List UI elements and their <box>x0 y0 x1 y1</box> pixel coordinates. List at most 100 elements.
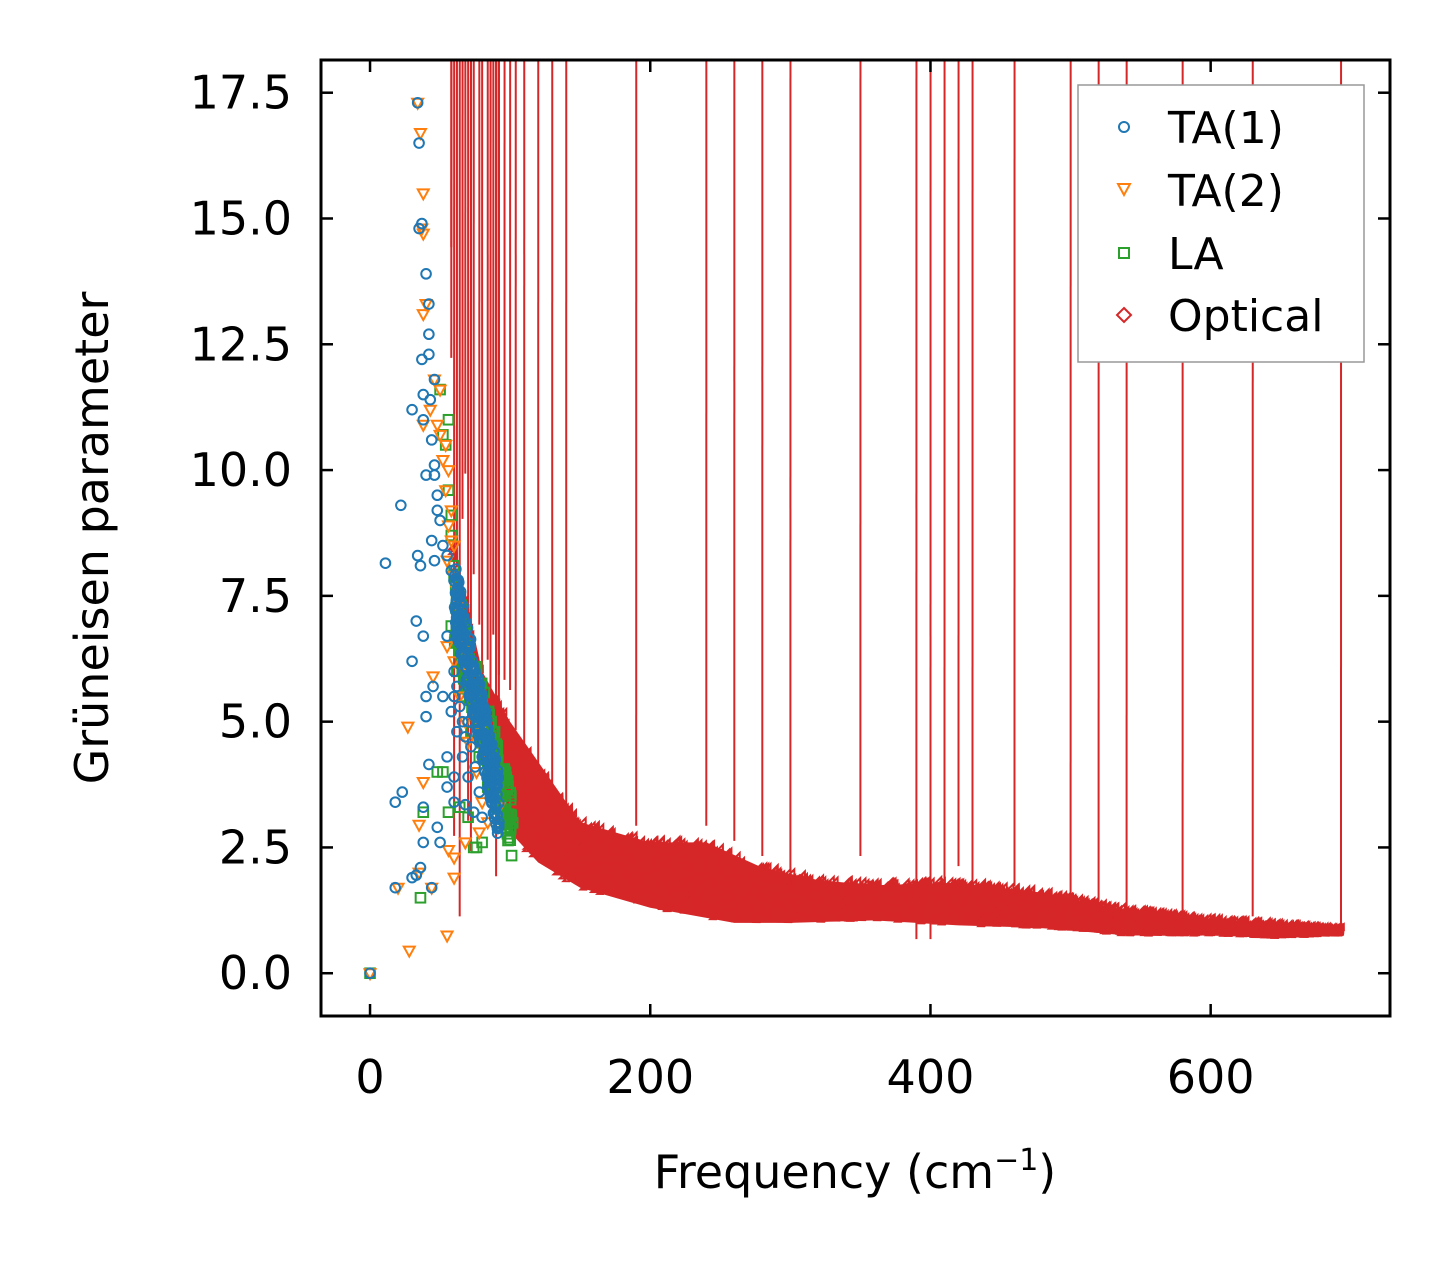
legend-marker-optical <box>1115 306 1133 324</box>
ta1-point <box>487 791 500 803</box>
ta1-point <box>476 811 488 824</box>
optical-point <box>581 852 592 863</box>
optical-point <box>676 850 687 861</box>
optical-point <box>580 836 590 846</box>
optical-point <box>697 849 707 859</box>
optical-point <box>902 891 912 901</box>
optical-point <box>701 868 711 879</box>
optical-point <box>530 773 540 783</box>
optical-point <box>575 843 585 854</box>
ta1-point <box>445 705 458 718</box>
optical-point <box>747 878 757 888</box>
optical-point <box>645 851 655 861</box>
optical-point <box>954 897 965 907</box>
optical-point <box>703 898 714 908</box>
optical-point <box>1315 925 1325 936</box>
optical-point <box>599 880 610 890</box>
ta2-point <box>416 777 431 791</box>
ta1-point <box>395 499 407 512</box>
ta1-point <box>413 137 425 149</box>
ta2-point <box>413 127 428 142</box>
optical-point <box>816 913 826 923</box>
ta1-point <box>462 715 474 728</box>
optical-point <box>783 911 793 922</box>
optical-point <box>735 855 746 866</box>
optical-point <box>521 842 531 853</box>
ta2-point <box>416 188 431 202</box>
optical-point <box>606 846 616 856</box>
optical-point <box>1116 923 1126 934</box>
optical-point <box>1190 926 1201 937</box>
optical-point <box>971 904 981 915</box>
optical-point <box>1102 921 1113 931</box>
optical-point <box>1124 904 1134 915</box>
optical-point <box>1024 908 1035 919</box>
optical-point <box>663 871 674 881</box>
optical-point <box>513 794 523 805</box>
optical-point <box>985 882 995 892</box>
optical-point <box>989 895 999 905</box>
ta1-point <box>464 633 477 646</box>
optical-point <box>614 874 624 885</box>
optical-point <box>729 870 739 881</box>
optical-point <box>642 840 652 850</box>
optical-point <box>653 847 663 857</box>
optical-point <box>1116 901 1126 912</box>
ta1-point <box>483 776 495 788</box>
optical-point <box>859 897 869 908</box>
optical-point <box>668 886 678 897</box>
optical-point <box>794 902 804 913</box>
optical-point <box>1174 909 1184 919</box>
legend-item-ta1: TA(1) <box>1118 103 1284 154</box>
optical-point <box>1020 884 1031 894</box>
ta1-point <box>420 469 432 481</box>
ta1-point <box>448 690 460 703</box>
ta1-point <box>417 836 430 849</box>
optical-point <box>733 897 744 908</box>
optical-point <box>504 752 514 763</box>
optical-point <box>981 912 991 923</box>
optical-point <box>1078 922 1088 932</box>
optical-point <box>572 872 583 883</box>
legend-label-optical: Optical <box>1168 291 1323 342</box>
optical-point <box>601 865 611 876</box>
ta1-point <box>441 549 453 562</box>
ta1-point <box>423 348 435 361</box>
optical-point <box>589 869 600 879</box>
optical-point <box>878 894 888 904</box>
optical-point <box>725 889 735 899</box>
optical-point <box>889 887 899 897</box>
la-point <box>501 781 514 794</box>
la-point <box>505 849 518 862</box>
optical-point <box>960 883 971 893</box>
optical-point <box>916 914 926 925</box>
ta1-point <box>481 768 493 781</box>
optical-point <box>764 870 774 881</box>
optical-point <box>994 882 1004 892</box>
optical-point <box>635 886 645 897</box>
ta1-point <box>459 730 472 743</box>
optical-point <box>790 880 800 891</box>
optical-point <box>724 875 734 885</box>
optical-point <box>906 880 916 890</box>
optical-point <box>880 880 891 891</box>
optical-point <box>802 899 812 909</box>
ta1-point <box>470 720 483 733</box>
optical-point <box>831 912 841 922</box>
optical-point <box>888 910 899 921</box>
la-point <box>414 891 427 904</box>
ta1-point <box>425 881 438 894</box>
optical-point <box>710 865 721 875</box>
optical-point <box>1013 895 1023 905</box>
optical-point <box>752 866 762 876</box>
optical-point <box>731 913 741 923</box>
ta1-point <box>425 434 438 446</box>
optical-point <box>714 842 724 852</box>
optical-point <box>573 858 583 868</box>
y-tick-label: 15.0 <box>190 191 292 245</box>
optical-point <box>661 865 672 875</box>
optical-point <box>787 899 797 909</box>
optical-point <box>1236 921 1246 932</box>
ta1-point <box>462 771 474 783</box>
optical-point <box>796 902 806 913</box>
